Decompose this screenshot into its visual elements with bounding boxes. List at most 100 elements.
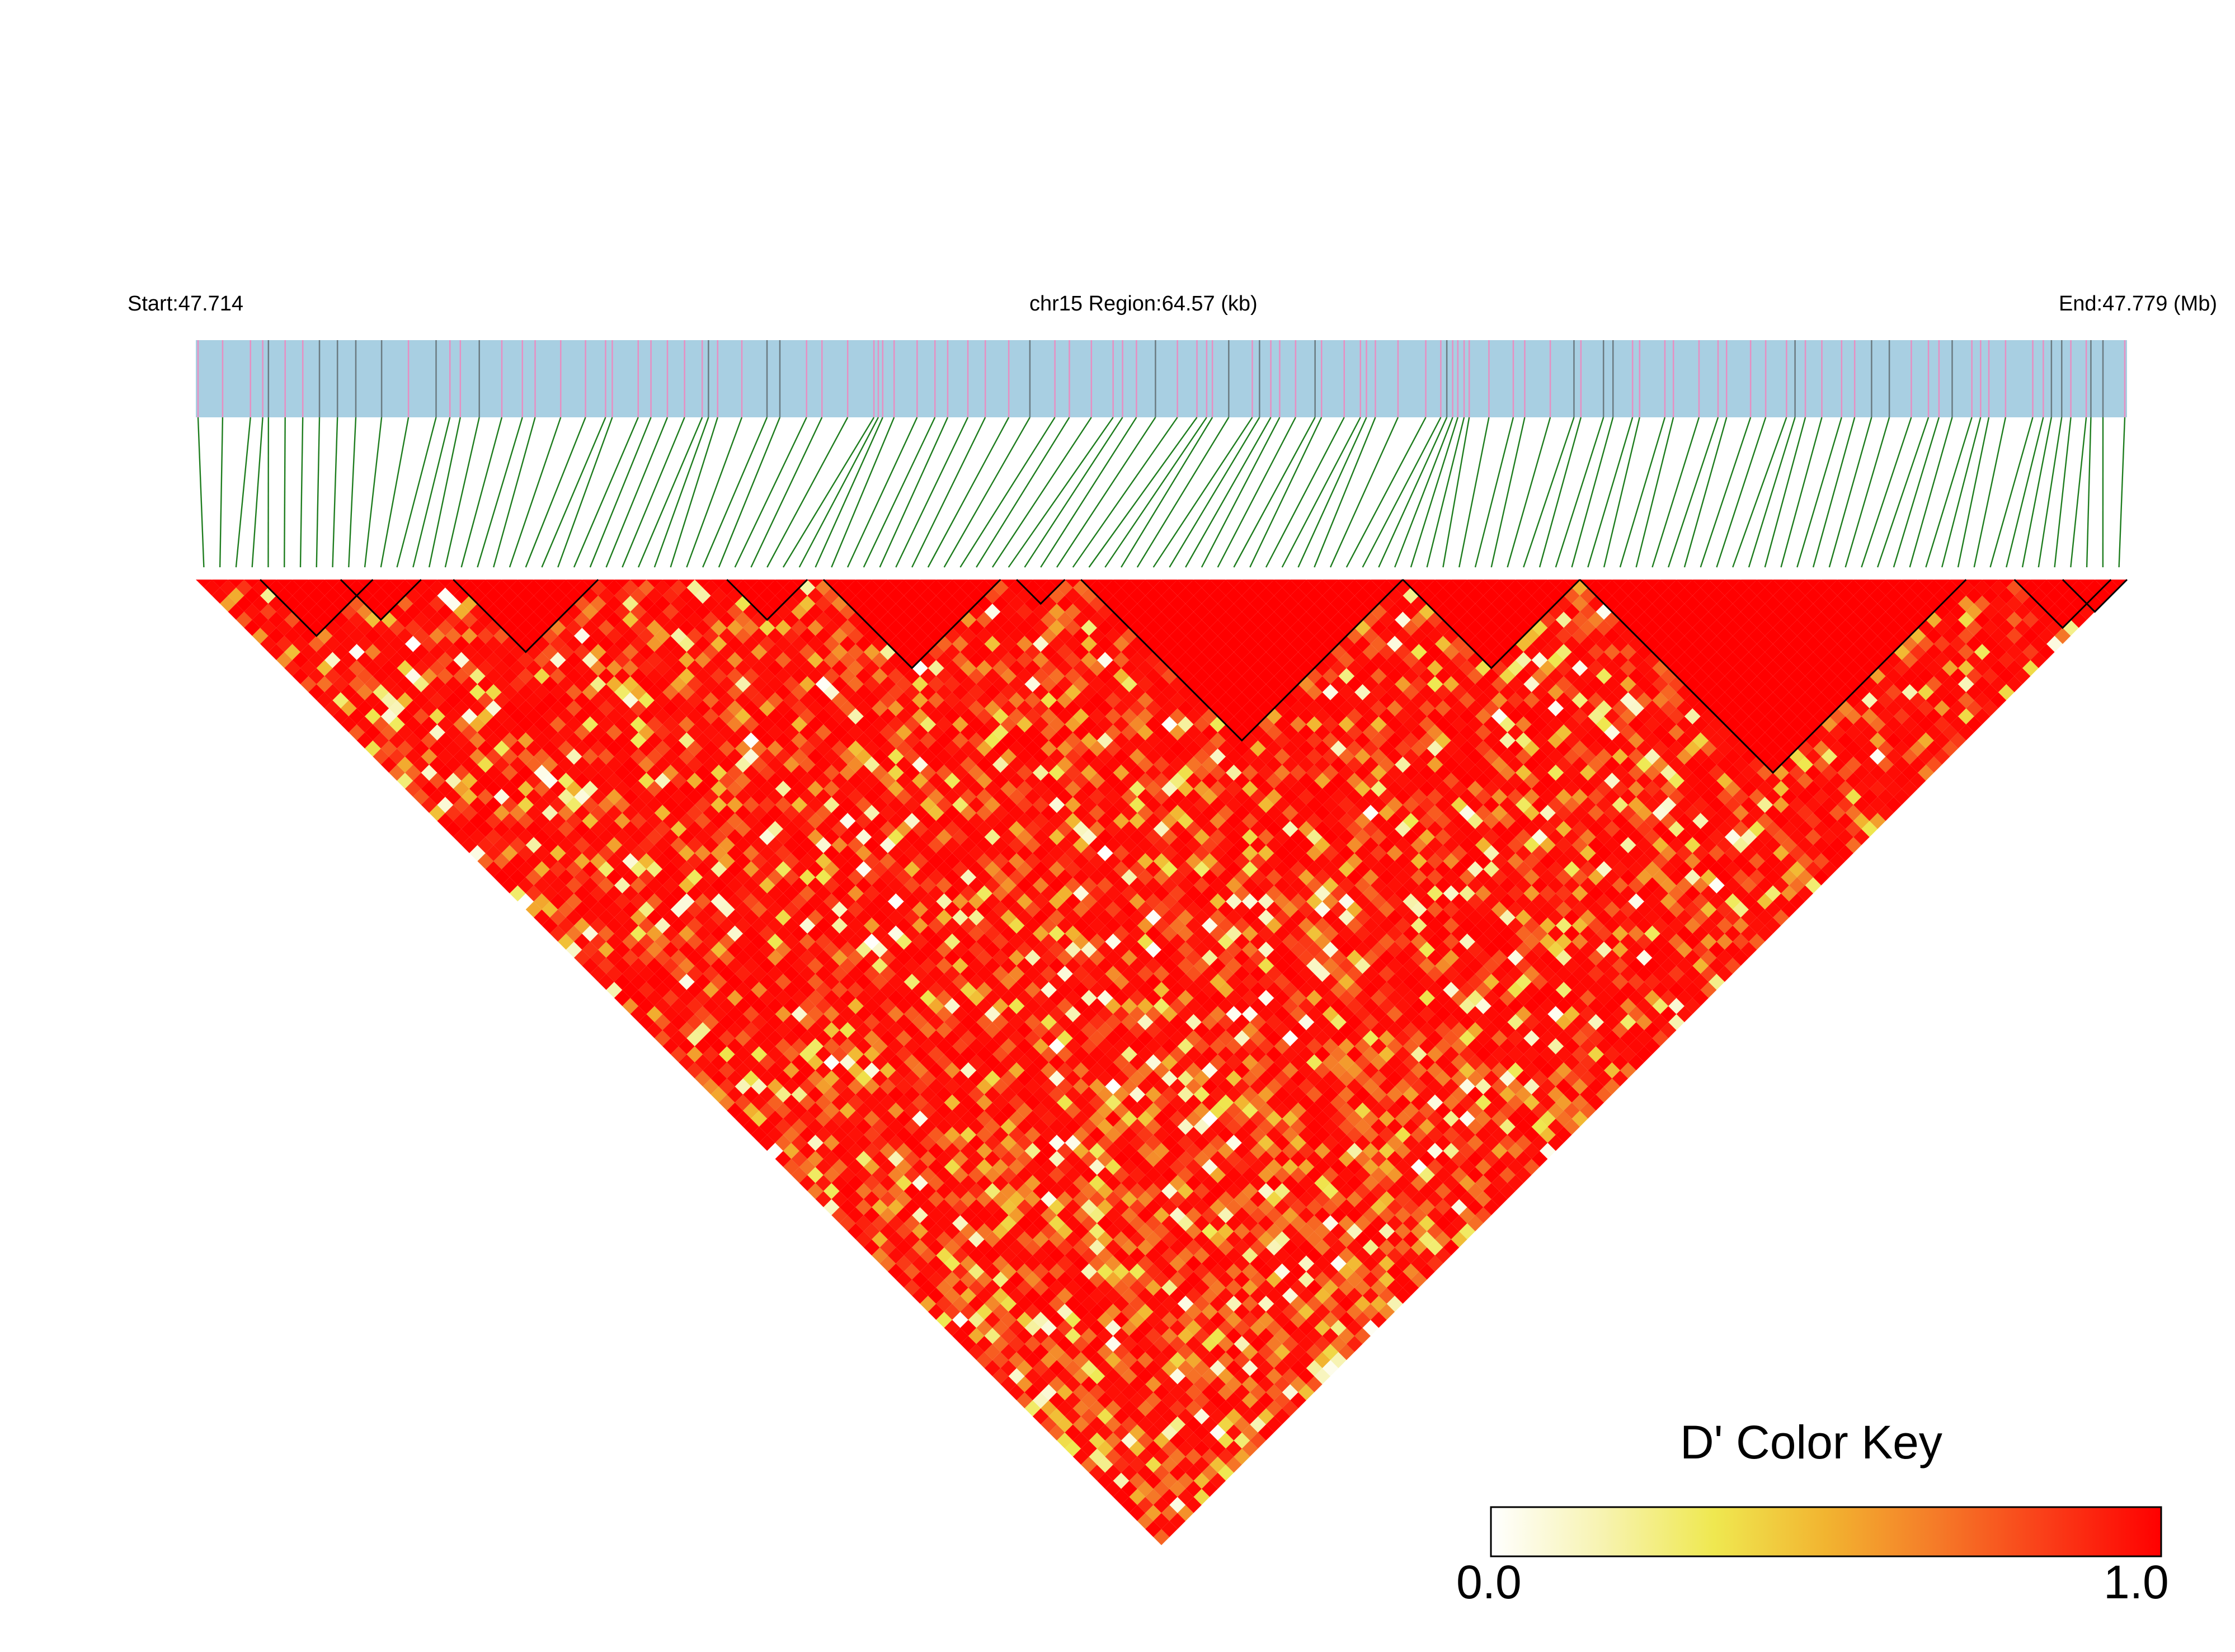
ld-cell (373, 619, 389, 636)
ld-cell (775, 732, 792, 749)
ld-cell (952, 958, 968, 974)
ld-cell (373, 732, 389, 749)
ld-cell (952, 1279, 968, 1296)
ld-cell (1105, 1336, 1122, 1352)
ld-cell (429, 740, 445, 757)
ld-cell (308, 604, 325, 620)
ld-cell (1072, 1062, 1089, 1079)
ld-cell (711, 797, 727, 813)
snp-connector (1281, 417, 1361, 568)
ld-cell (461, 676, 478, 693)
ld-cell (952, 909, 968, 926)
ld-cell (1072, 1094, 1089, 1111)
ld-cell (1105, 1416, 1122, 1433)
ld-cell (1041, 1046, 1057, 1062)
snp-connector (2006, 417, 2044, 568)
ld-cell (1177, 1263, 1194, 1280)
ld-cell (1072, 660, 1089, 676)
ld-cell (1226, 1135, 1242, 1151)
ld-cell (775, 749, 792, 765)
ld-cell (389, 684, 405, 700)
ld-cell (984, 1263, 1001, 1280)
ld-cell (1241, 942, 1258, 958)
ld-cell (831, 1127, 848, 1143)
snp-connector (509, 417, 562, 568)
ld-cell (1241, 1166, 1258, 1183)
ld-cell (920, 1070, 937, 1087)
ld-cell (799, 837, 816, 854)
ld-cell (622, 611, 639, 628)
ld-cell (404, 684, 421, 700)
ld-cell (590, 611, 606, 628)
ld-cell (879, 1142, 896, 1159)
ld-cell (863, 724, 880, 741)
ld-cell (558, 708, 575, 724)
ld-cell (236, 580, 252, 596)
ld-cell (1241, 958, 1258, 974)
ld-cell (984, 1166, 1001, 1183)
ld-cell (493, 837, 510, 854)
ld-cell (558, 611, 575, 628)
ld-cell (863, 869, 880, 886)
snp-connector (734, 417, 807, 568)
ld-cell (1241, 973, 1258, 990)
ld-cell (654, 628, 671, 644)
ld-cell (920, 1199, 937, 1216)
ld-cell (743, 1086, 759, 1103)
ld-cell (654, 724, 671, 741)
ld-cell (1370, 1135, 1387, 1151)
ld-cell (863, 917, 880, 934)
ld-cell (1105, 788, 1122, 805)
ld-cell (1298, 933, 1315, 950)
ld-cell (1041, 1142, 1057, 1159)
ld-cell (622, 804, 639, 821)
ld-cell (775, 780, 792, 797)
ld-cell (952, 684, 968, 700)
snp-connector (251, 417, 264, 568)
ld-cell (509, 611, 526, 628)
ld-cell (1177, 1118, 1194, 1135)
ld-cell (654, 966, 671, 982)
ld-cell (1017, 1086, 1033, 1103)
ld-cell (542, 740, 558, 757)
ld-cell (1041, 773, 1057, 789)
ld-cell (1419, 1183, 1436, 1199)
ld-cell (590, 708, 606, 724)
ld-cell (421, 587, 437, 604)
ld-cell (1072, 1223, 1089, 1240)
ld-cell (1048, 1135, 1065, 1151)
ld-cell (1443, 1142, 1460, 1159)
ld-cell (711, 942, 727, 958)
ld-cell (509, 821, 526, 837)
ld-cell (1177, 1086, 1194, 1103)
ld-cell (1105, 756, 1122, 773)
ld-cell (711, 893, 727, 910)
ld-cell (622, 853, 639, 869)
ld-cell (558, 692, 575, 709)
ld-cell (1137, 1239, 1154, 1256)
ld-cell (1041, 708, 1057, 724)
ld-cell (445, 708, 462, 724)
ld-cell (590, 966, 606, 982)
ld-cell (1241, 1263, 1258, 1280)
ld-cell (791, 1135, 808, 1151)
ld-cell (1072, 1175, 1089, 1192)
ld-cell (654, 885, 671, 902)
ld-cell (1137, 1432, 1154, 1449)
ld-cell (984, 652, 1001, 669)
ld-cell (831, 1062, 848, 1079)
ld-cell (984, 877, 1001, 893)
ld-cell (799, 1175, 816, 1192)
ld-cell (1072, 756, 1089, 773)
ld-cell (711, 1086, 727, 1103)
ld-cell (404, 636, 421, 652)
ld-cell (1298, 1110, 1315, 1127)
ld-cell (984, 845, 1001, 862)
ld-cell (558, 756, 575, 773)
ld-cell (775, 990, 792, 1006)
snp-connector (1683, 417, 1728, 568)
ld-cell (1072, 1110, 1089, 1127)
snp-connector (1185, 417, 1272, 568)
ld-cell (558, 901, 575, 918)
snp-connector (863, 417, 936, 568)
